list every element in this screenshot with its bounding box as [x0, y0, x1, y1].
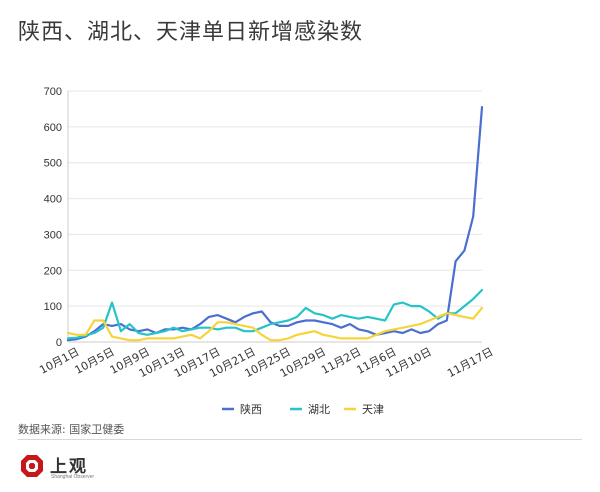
x-tick-label: 11月2日 — [319, 345, 363, 377]
y-tick-label: 500 — [44, 158, 62, 170]
legend-item: 陕西 — [222, 402, 262, 416]
legend-label: 陕西 — [240, 402, 262, 416]
y-tick-label: 200 — [44, 265, 62, 277]
legend-item: 湖北 — [290, 403, 330, 416]
legend-item: 天津 — [344, 403, 384, 416]
grid-lines — [68, 90, 482, 343]
y-axis: 0 100 200 300 400 500 600 700 — [44, 86, 69, 349]
series-line-天津 — [66, 306, 484, 342]
x-tick-label: 10月1日 — [37, 345, 81, 377]
y-tick-label: 400 — [44, 194, 62, 206]
logo-subtext: Shanghai Observer — [51, 474, 95, 480]
data-source: 数据来源: 国家卫健委 — [18, 423, 125, 436]
legend-label: 湖北 — [308, 403, 330, 416]
logo-icon — [21, 455, 43, 477]
series-lines — [66, 105, 484, 342]
y-tick-label: 0 — [56, 337, 62, 349]
x-axis: 10月1日10月5日10月9日10月13日10月17日10月21日10月25日1… — [37, 341, 495, 380]
footer-divider — [18, 439, 582, 440]
series-line-湖北 — [66, 288, 484, 340]
brand-logo: 上观 Shanghai Observer — [20, 452, 140, 484]
y-tick-label: 300 — [44, 229, 62, 241]
x-tick-label: 11月17日 — [445, 345, 495, 380]
y-tick-label: 700 — [44, 86, 62, 98]
chart-title: 陕西、湖北、天津单日新增感染数 — [18, 20, 364, 45]
legend-label: 天津 — [362, 403, 384, 416]
x-tick-label: 10月5日 — [73, 345, 117, 377]
y-tick-label: 100 — [44, 301, 62, 313]
logo-text: 上观 — [50, 457, 88, 477]
y-tick-label: 600 — [44, 122, 62, 134]
legend: 陕西 湖北 天津 — [222, 402, 384, 416]
